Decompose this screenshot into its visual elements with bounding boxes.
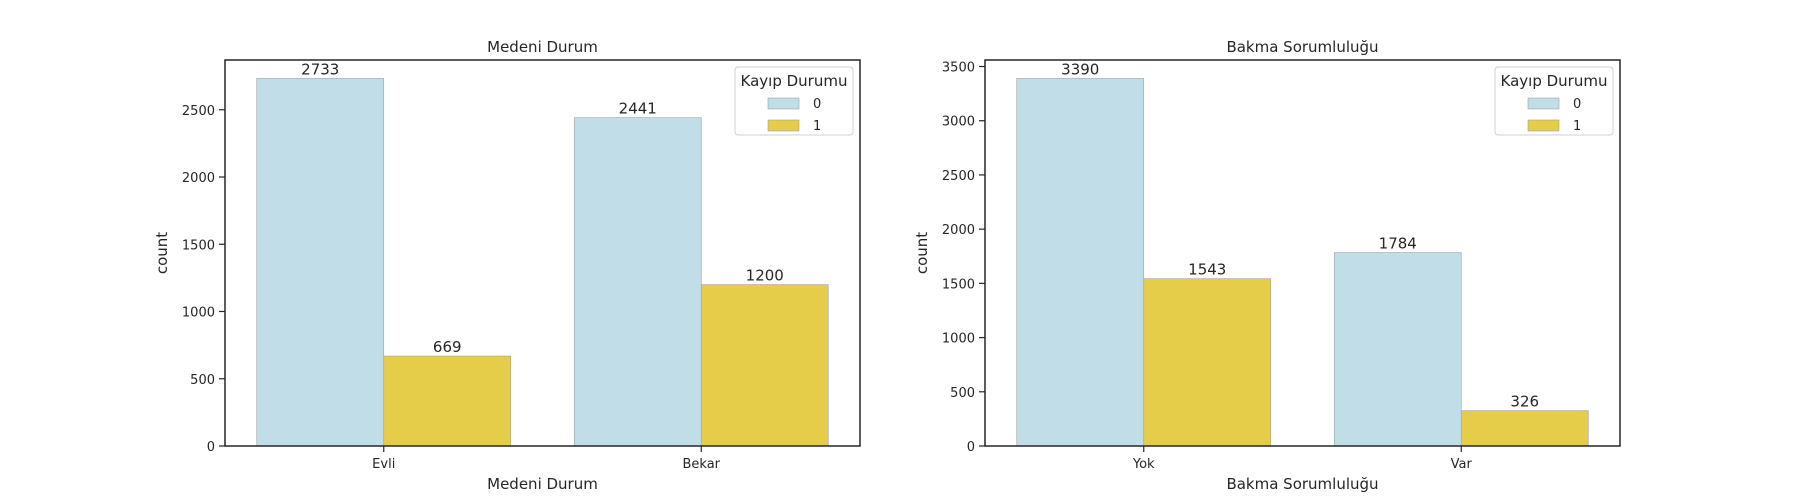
panel-2-ytick-label: 3000 [942, 115, 975, 130]
panel-2-bar-var-series-0 [1333, 252, 1462, 447]
panel-1-legend-swatch-0 [767, 97, 800, 110]
panel-2-bar-value-label: 1784 [1379, 235, 1417, 253]
panel-1-bar-bekar-series-0 [573, 117, 702, 447]
panel-2-ytick-label: 0 [967, 440, 975, 455]
panel-1-ytick-label: 500 [190, 373, 215, 388]
panel-2-ylabel: count [913, 232, 931, 274]
panel-2-bar-var-series-1 [1460, 410, 1589, 447]
panel-2-legend-label-1: 1 [1573, 119, 1581, 134]
panel-1-legend-label-0: 0 [813, 97, 821, 112]
panel-2-legend-swatch-1 [1527, 119, 1560, 132]
panel-1-bar-bekar-series-1 [700, 284, 829, 447]
panel-1-ytick-label: 1000 [182, 306, 215, 321]
panel-1-bar-value-label: 2733 [301, 60, 339, 78]
panel-1-legend-swatch-1 [767, 119, 800, 132]
panel-2-ytick-label: 2000 [942, 223, 975, 238]
panel-2-ytick-label: 1000 [942, 332, 975, 347]
panel-2-legend-title: Kayıp Durumu [1501, 72, 1608, 90]
panel-2-bar-value-label: 326 [1510, 393, 1539, 411]
panel-1-axes-frame [224, 59, 861, 447]
panel-2-ytick-label: 2500 [942, 169, 975, 184]
panel-2-legend-label-0: 0 [1573, 97, 1581, 112]
panel-2-bar-value-label: 1543 [1188, 261, 1226, 279]
panel-1-ytick-label: 2000 [182, 171, 215, 186]
panel-1-bar-value-label: 1200 [746, 267, 784, 285]
panel-1-ytick-label: 0 [207, 440, 215, 455]
panel-2-legend-swatch-0 [1527, 97, 1560, 110]
panel-2-xlabel: Bakma Sorumluluğu [1226, 475, 1378, 493]
panel-2-bar-yok-series-0 [1016, 78, 1145, 447]
panel-2-ytick-label: 500 [950, 386, 975, 401]
panel-1-bar-evli-series-1 [383, 355, 512, 447]
panel-2-xtick-label: Var [1451, 457, 1473, 472]
panel-1-ytick-label: 2500 [182, 104, 215, 119]
panel-1-title: Medeni Durum [487, 38, 598, 56]
panel-1-xtick-label: Bekar [682, 457, 720, 472]
panel-2-xtick-label: Yok [1132, 457, 1155, 472]
panel-1-bar-value-label: 2441 [619, 100, 657, 118]
panel-1-legend-label-1: 1 [813, 119, 821, 134]
panel-1-bar-value-label: 669 [433, 338, 462, 356]
panel-2-ytick-label: 1500 [942, 277, 975, 292]
panel-1-ylabel: count [153, 232, 171, 274]
panel-1-xlabel: Medeni Durum [487, 475, 598, 493]
panel-1-bar-evli-series-0 [256, 78, 385, 447]
panel-2-title: Bakma Sorumluluğu [1226, 38, 1378, 56]
panel-1-ytick-label: 1500 [182, 238, 215, 253]
panel-1-xtick-label: Evli [372, 457, 395, 472]
panel-2-bar-value-label: 3390 [1061, 60, 1099, 78]
panel-1-legend-title: Kayıp Durumu [741, 72, 848, 90]
panel-2-bar-yok-series-1 [1143, 278, 1272, 447]
panel-2-ytick-label: 3500 [942, 61, 975, 76]
panel-2-axes-frame [984, 59, 1621, 447]
